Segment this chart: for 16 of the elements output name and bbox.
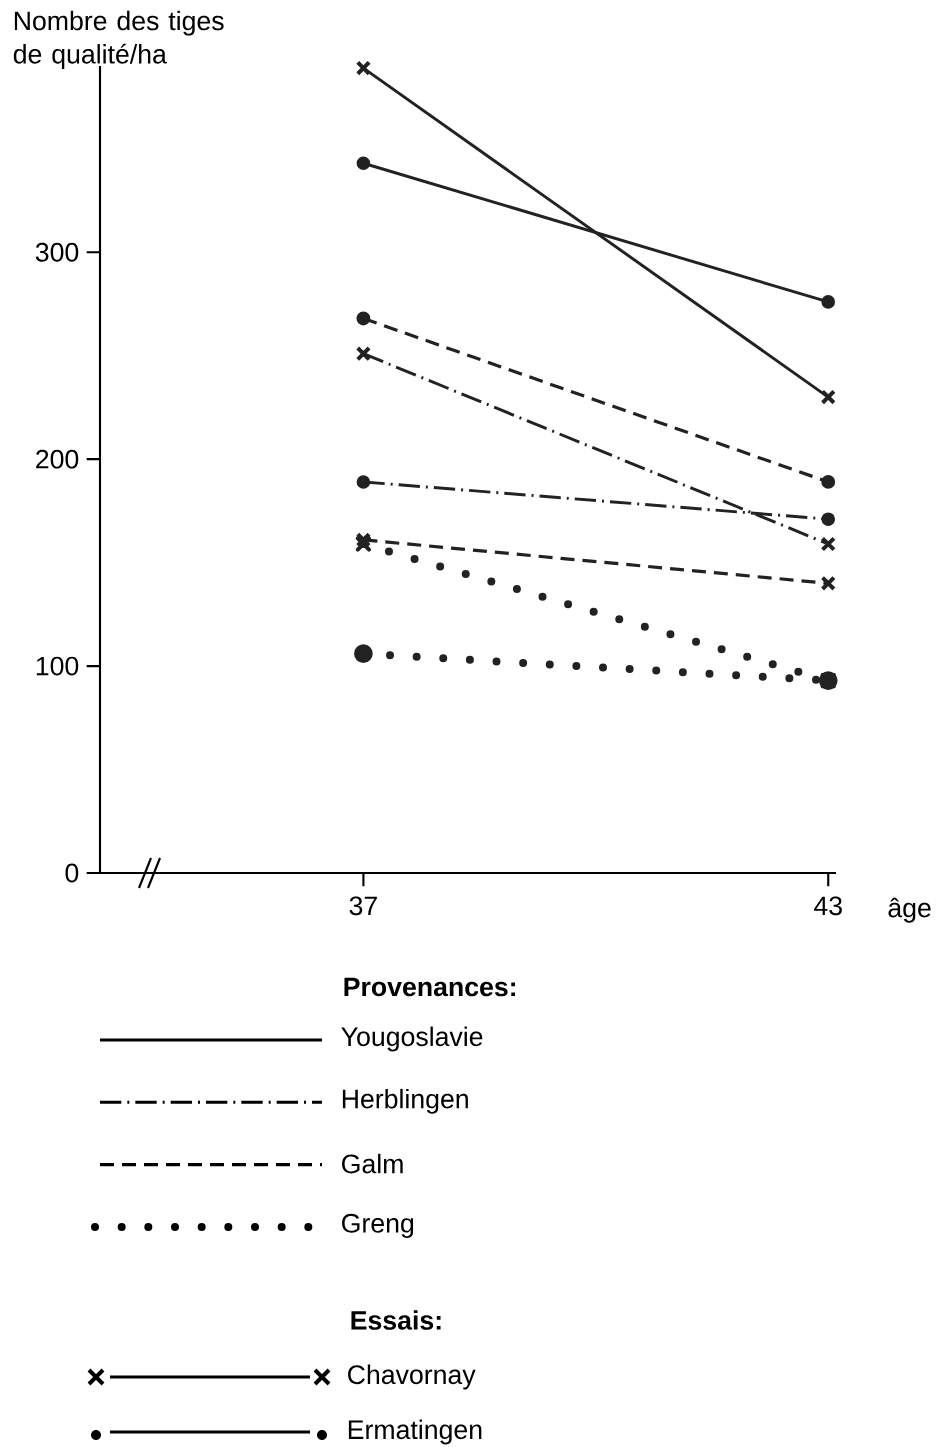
y-tick-label: 100	[36, 656, 79, 676]
text: Provenances:	[344, 977, 516, 997]
y-tick-label: 0	[65, 863, 79, 883]
y-axis-title: Nombre des tiges de qualité/ha	[13, 10, 224, 69]
text: Greng	[342, 1213, 414, 1238]
text: Yougoslavie	[341, 1026, 483, 1052]
y-tick-label: 300	[35, 242, 79, 262]
y-tick-label: 200	[36, 449, 79, 469]
x-tick-label: 43	[814, 896, 842, 916]
text: Galm	[342, 1153, 403, 1174]
x-axis-title: âge	[888, 897, 931, 923]
text: Ermatingen	[348, 1419, 482, 1445]
x-tick-label: 37	[349, 896, 377, 916]
text: Herblingen	[342, 1088, 468, 1114]
text: Chavornay	[348, 1364, 476, 1390]
text: Essais:	[351, 1310, 441, 1330]
